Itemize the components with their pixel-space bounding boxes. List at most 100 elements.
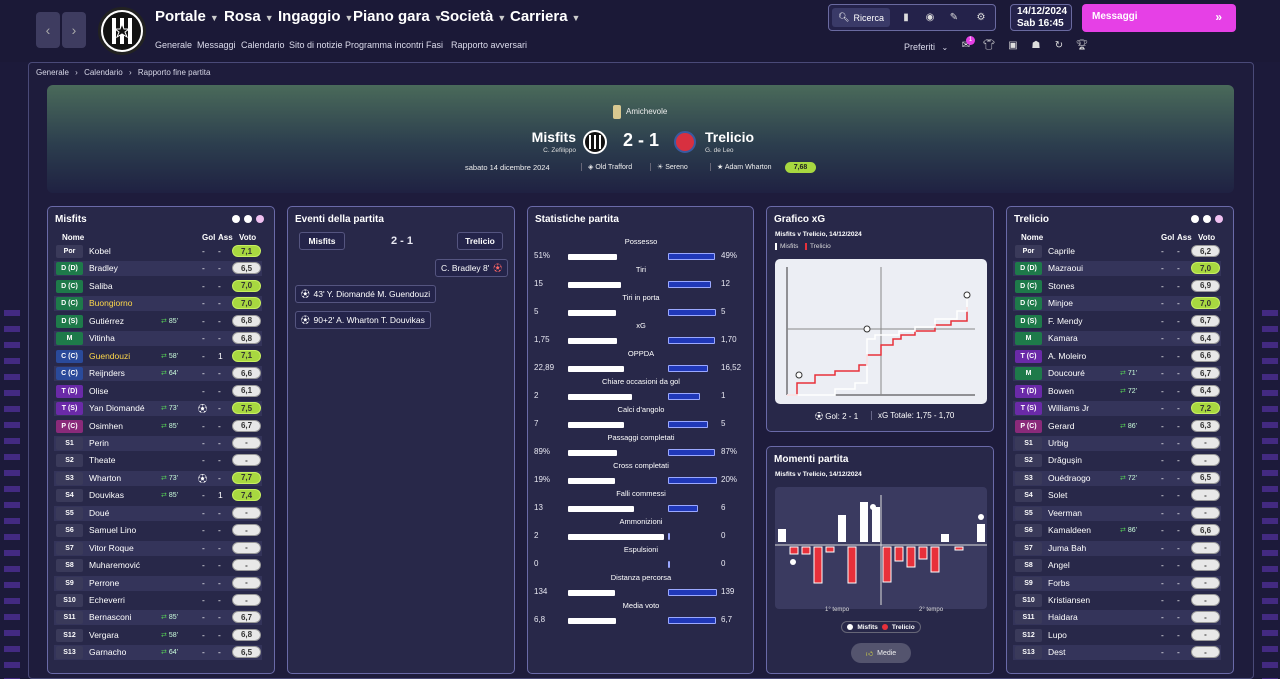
- club-logo[interactable]: [98, 7, 146, 55]
- player-name[interactable]: Forbs: [1048, 577, 1070, 588]
- col-voto[interactable]: Voto: [239, 233, 257, 242]
- player-row[interactable]: S13 Garnacho ⇄ 64' - -6,5: [54, 645, 262, 661]
- player-row[interactable]: T (D) Bowen ⇄ 72' - -6,4: [1013, 384, 1221, 399]
- player-row[interactable]: C (C) Reijnders ⇄ 64' - -6,6: [54, 366, 262, 382]
- player-name[interactable]: Juma Bah: [1048, 542, 1087, 553]
- menu-ingaggio[interactable]: Ingaggio ▼: [278, 8, 354, 25]
- people-icon[interactable]: ☗: [1031, 40, 1041, 51]
- player-name[interactable]: Perrone: [89, 577, 120, 588]
- gear-icon[interactable]: ⚙: [976, 12, 986, 23]
- player-name[interactable]: Lupo: [1048, 629, 1067, 640]
- player-name[interactable]: Urbig: [1048, 437, 1069, 448]
- away-team-name[interactable]: Trelicio: [705, 129, 755, 145]
- player-name[interactable]: Theate: [89, 455, 116, 466]
- player-name[interactable]: Kobel: [89, 246, 111, 256]
- player-name[interactable]: Echeverri: [89, 595, 125, 605]
- player-name[interactable]: Buongiorno: [89, 298, 133, 309]
- player-name[interactable]: Doucouré: [1048, 368, 1085, 379]
- submenu-generale[interactable]: Generale: [155, 40, 193, 50]
- breadcrumb-generale[interactable]: Generale: [36, 68, 69, 77]
- player-name[interactable]: Vitinha: [89, 333, 115, 344]
- view-toggle[interactable]: [232, 215, 264, 223]
- player-row[interactable]: D (C) Saliba - -7,0: [54, 279, 262, 294]
- player-name[interactable]: Reijnders: [89, 368, 125, 379]
- player-name[interactable]: Vitor Roque: [89, 542, 134, 553]
- player-row[interactable]: S5 Doué - - -: [54, 505, 262, 521]
- event-goal[interactable]: ⚽︎ 90+2' A. Wharton T. Douvikas: [295, 311, 431, 329]
- player-name[interactable]: Caprile: [1048, 246, 1075, 256]
- pen-icon[interactable]: ✎: [949, 12, 959, 23]
- player-name[interactable]: Bradley: [89, 263, 118, 274]
- submenu-fasi[interactable]: Fasi: [426, 40, 444, 50]
- player-row[interactable]: M Kamara - -6,4: [1013, 331, 1221, 347]
- player-name[interactable]: Vergara: [89, 629, 119, 640]
- submenu-sito-notizie[interactable]: Sito di notizie: [289, 40, 343, 50]
- player-row[interactable]: S9 Perrone - - -: [54, 575, 262, 591]
- refresh-icon[interactable]: ↻: [1054, 40, 1064, 51]
- player-name[interactable]: Perin: [89, 437, 109, 448]
- player-row[interactable]: T (C) A. Moleiro - -6,6: [1013, 349, 1221, 364]
- player-row[interactable]: D (S) F. Mendy - -6,7: [1013, 314, 1221, 329]
- player-name[interactable]: Solet: [1048, 490, 1068, 501]
- player-row[interactable]: D (S) Gutiérrez ⇄ 85' - -6,8: [54, 314, 262, 329]
- player-name[interactable]: Samuel Lino: [89, 525, 137, 536]
- player-row[interactable]: S1 Urbig - - -: [1013, 435, 1221, 451]
- submenu-rapporto-avversari[interactable]: Rapporto avversari: [451, 40, 528, 50]
- player-name[interactable]: Bernasconi: [89, 612, 132, 623]
- player-row[interactable]: S9 Forbs - - -: [1013, 575, 1221, 591]
- submenu-programma-incontri[interactable]: Programma incontri: [345, 40, 424, 50]
- player-name[interactable]: Douvikas: [89, 490, 124, 501]
- clipboard-icon[interactable]: ▣: [1008, 40, 1018, 51]
- menu-societa[interactable]: Società ▼: [440, 8, 507, 25]
- col-gol[interactable]: Gol: [202, 233, 216, 242]
- player-name[interactable]: Stones: [1048, 280, 1075, 291]
- player-row[interactable]: S10 Echeverri - - -: [54, 593, 262, 608]
- player-name[interactable]: Doué: [89, 507, 110, 518]
- player-row[interactable]: D (C) Minjoe - -7,0: [1013, 296, 1221, 312]
- date-time[interactable]: 14/12/2024 Sab 16:45: [1010, 4, 1072, 31]
- back-button[interactable]: ‹: [36, 12, 60, 48]
- col-ass[interactable]: Ass: [1177, 233, 1192, 242]
- menu-piano-gara[interactable]: Piano gara ▼: [353, 8, 443, 25]
- submenu-messaggi[interactable]: Messaggi: [197, 40, 236, 50]
- col-gol[interactable]: Gol: [1161, 233, 1175, 242]
- search-button[interactable]: 🔍︎ Ricerca: [832, 8, 890, 27]
- player-row[interactable]: S4 Douvikas ⇄ 85' - 1 7,4: [54, 488, 262, 503]
- player-name[interactable]: Veerman: [1048, 507, 1083, 518]
- player-row[interactable]: S5 Veerman - - -: [1013, 505, 1221, 521]
- player-row[interactable]: Por Caprile - - 6,2: [1013, 244, 1221, 259]
- messages-button[interactable]: Messaggi»: [1082, 4, 1236, 32]
- submenu-calendario[interactable]: Calendario: [241, 40, 285, 50]
- player-name[interactable]: F. Mendy: [1048, 315, 1083, 326]
- menu-carriera[interactable]: Carriera ▼: [510, 8, 581, 25]
- player-row[interactable]: S11 Bernasconi ⇄ 85' - -6,7: [54, 610, 262, 626]
- menu-rosa[interactable]: Rosa ▼: [224, 8, 274, 25]
- player-row[interactable]: S2 Theate - - -: [54, 453, 262, 468]
- player-row[interactable]: D (D) Bradley - -6,5: [54, 261, 262, 277]
- player-name[interactable]: Olise: [89, 385, 109, 396]
- view-toggle[interactable]: [1191, 215, 1223, 223]
- player-row[interactable]: D (D) Mazraoui - -7,0: [1013, 261, 1221, 277]
- player-row[interactable]: Por Kobel - - 7,1: [54, 244, 262, 259]
- player-name[interactable]: Garnacho: [89, 647, 127, 658]
- player-name[interactable]: Gerard: [1048, 420, 1075, 431]
- col-name[interactable]: Nome: [62, 233, 85, 242]
- player-row[interactable]: M Doucouré ⇄ 71' - -6,7: [1013, 366, 1221, 382]
- player-name[interactable]: Kristiansen: [1048, 595, 1091, 605]
- player-row[interactable]: P (C) Osimhen ⇄ 85' - -6,7: [54, 419, 262, 434]
- player-row[interactable]: S4 Solet - - -: [1013, 488, 1221, 503]
- player-name[interactable]: A. Moleiro: [1048, 350, 1087, 361]
- player-name[interactable]: Ouédraogo: [1048, 472, 1091, 483]
- player-name[interactable]: Yan Diomandé: [89, 403, 145, 414]
- menu-portale[interactable]: Portale ▼: [155, 8, 219, 25]
- player-row[interactable]: C (C) Guendouzi ⇄ 58' - 1 7,1: [54, 349, 262, 364]
- player-row[interactable]: S12 Lupo - - -: [1013, 628, 1221, 643]
- player-name[interactable]: Kamaldeen: [1048, 525, 1092, 536]
- event-own-goal[interactable]: C. Bradley 8' ⚽︎: [435, 259, 508, 277]
- player-row[interactable]: D (C) Buongiorno - -7,0: [54, 296, 262, 312]
- player-name[interactable]: Gutiérrez: [89, 315, 124, 326]
- player-row[interactable]: S10 Kristiansen - - -: [1013, 593, 1221, 608]
- trophy-icon[interactable]: 🏆︎: [1075, 40, 1089, 51]
- player-row[interactable]: S6 Samuel Lino - - -: [54, 523, 262, 538]
- breadcrumb-calendario[interactable]: Calendario: [84, 68, 123, 77]
